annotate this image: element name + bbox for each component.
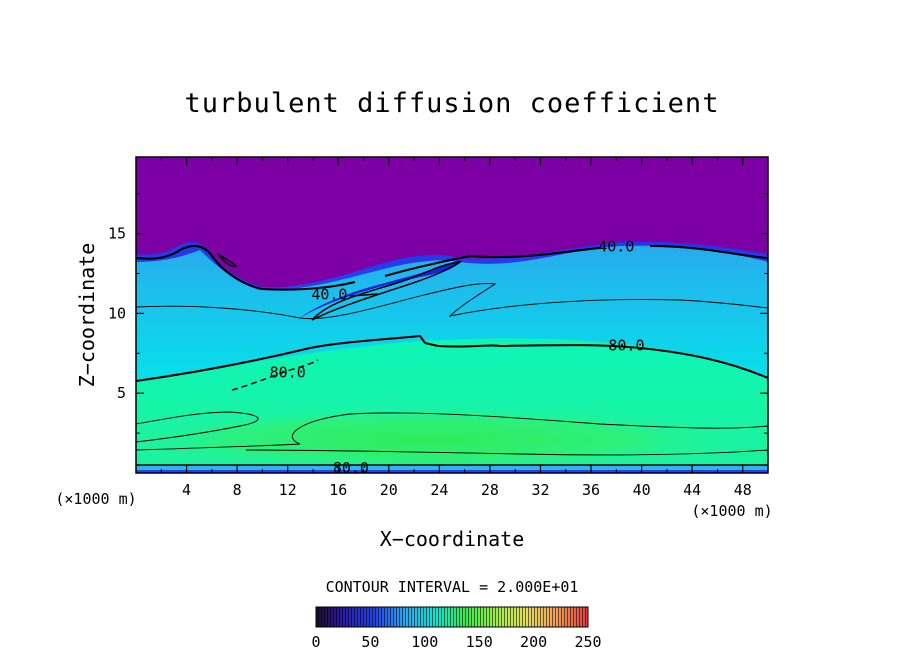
x-tick-label: 8: [233, 481, 242, 499]
y-tick-label: 5: [117, 384, 126, 402]
y-tick-label: 15: [108, 225, 126, 243]
contour-labels: 40.0 40.0 80.0 80.0 80.0: [270, 237, 645, 477]
contour-label: 80.0: [608, 336, 644, 354]
contour-100-right: [136, 412, 768, 451]
x-tick-label: 28: [481, 481, 499, 499]
contour-label-text: 40.0: [598, 237, 634, 255]
y-axis: 5 10 15: [108, 193, 768, 434]
x-axis: 4 8 12 16 20 24 28 32 36 40 44 48: [160, 157, 752, 499]
field-bottom-band: [136, 465, 768, 473]
x-tick-label: 40: [633, 481, 651, 499]
x-unit-right: (×1000 m): [691, 502, 772, 520]
colorbar-stripes: [316, 607, 588, 627]
colorbar-tick-label: 100: [411, 633, 438, 651]
chart-title: turbulent diffusion coefficient: [185, 88, 720, 119]
contour-label: 80.0: [333, 459, 369, 477]
y-tick-label: 10: [108, 304, 126, 322]
x-tick-label: 36: [582, 481, 600, 499]
contour-80-main: [136, 334, 768, 382]
field-bottom-edge: [136, 470, 768, 473]
contour-40-loop: [217, 253, 238, 268]
x-tick-label: 16: [329, 481, 347, 499]
colorbar-tick-label: 150: [466, 633, 493, 651]
contour-label-text: 80.0: [608, 336, 644, 354]
colorbar-tick-label: 200: [520, 633, 547, 651]
contour-label: 40.0: [598, 237, 634, 255]
colorbar: 0 50 100 150 200 250: [311, 606, 602, 651]
contour-interval: CONTOUR INTERVAL = 2.000E+01: [326, 578, 579, 596]
contour-80-dashed: [231, 359, 319, 391]
plot-frame: [135, 156, 769, 474]
x-tick-label: 24: [430, 481, 448, 499]
colorbar-tick-label: 250: [574, 633, 601, 651]
x-axis-label: X−coordinate: [380, 527, 525, 551]
x-tick-label: 4: [182, 481, 191, 499]
field-top-purple: [136, 157, 768, 288]
y-axis-label: Z−coordinate: [75, 243, 99, 388]
contour-100-low: [245, 449, 768, 456]
colorbar-ticks: 0 50 100 150 200 250: [311, 633, 601, 651]
colorbar-tick-label: 0: [311, 633, 320, 651]
contour-label: 80.0: [270, 363, 306, 381]
field-green-core: [136, 405, 760, 473]
x-tick-label: 20: [380, 481, 398, 499]
contour-label: 40.0: [311, 285, 347, 303]
x-tick-label: 44: [683, 481, 701, 499]
contour-label-text: 80.0: [270, 363, 306, 381]
contour-100-left: [136, 411, 259, 443]
colorbar-tick-label: 50: [361, 633, 379, 651]
contour-40-upper: [136, 245, 768, 291]
x-tick-label: 48: [734, 481, 752, 499]
field-tongue: [300, 258, 462, 318]
colorbar-frame: [315, 606, 589, 628]
x-tick-label: 32: [531, 481, 549, 499]
contour-40-stub: [349, 293, 379, 297]
contour-lines: [136, 245, 768, 466]
x-unit-left: (×1000 m): [55, 490, 136, 508]
x-tick-label: 12: [279, 481, 297, 499]
contour-60: [136, 283, 768, 320]
contour-label-text: 40.0: [311, 285, 347, 303]
contour-40-tongue: [311, 260, 463, 321]
plot-area: 40.0 40.0 80.0 80.0 80.0: [136, 157, 768, 477]
contour-label-text: 80.0: [333, 459, 369, 477]
